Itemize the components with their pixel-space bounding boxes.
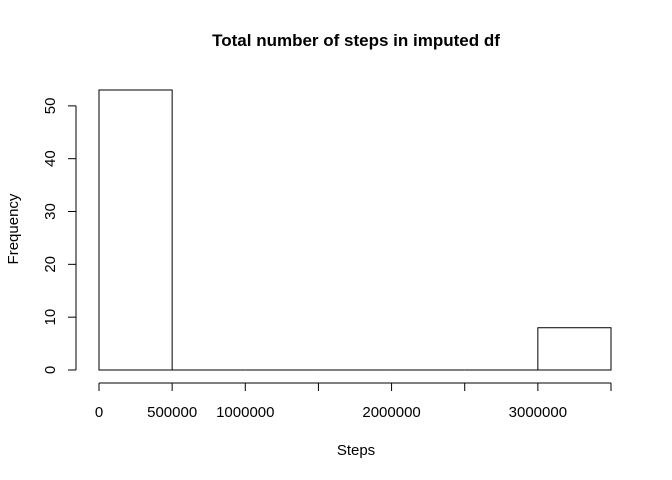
x-tick-label-0: 0 bbox=[95, 404, 103, 421]
x-tick-label-6: 3000000 bbox=[509, 404, 567, 421]
histogram-bar-0 bbox=[98, 89, 173, 371]
y-tick-label-1: 10 bbox=[42, 309, 59, 326]
chart-title: Total number of steps in imputed df bbox=[212, 31, 500, 50]
y-tick-label-2: 20 bbox=[42, 256, 59, 273]
y-axis: 0 10 20 30 40 50 bbox=[42, 98, 77, 374]
y-tick-label-0: 0 bbox=[42, 366, 59, 374]
x-tick-label-4: 2000000 bbox=[362, 404, 420, 421]
y-axis-label: Frequency bbox=[5, 193, 22, 264]
y-tick-label-5: 50 bbox=[42, 98, 59, 115]
x-axis: 0 500000 1000000 2000000 3000000 bbox=[95, 382, 612, 421]
x-axis-label: Steps bbox=[337, 442, 375, 459]
bars-group bbox=[98, 89, 612, 371]
x-tick-label-1: 500000 bbox=[147, 404, 197, 421]
y-tick-label-4: 40 bbox=[42, 150, 59, 167]
histogram-bar-6 bbox=[537, 327, 612, 371]
x-tick-label-2: 1000000 bbox=[216, 404, 274, 421]
y-tick-label-3: 30 bbox=[42, 203, 59, 220]
